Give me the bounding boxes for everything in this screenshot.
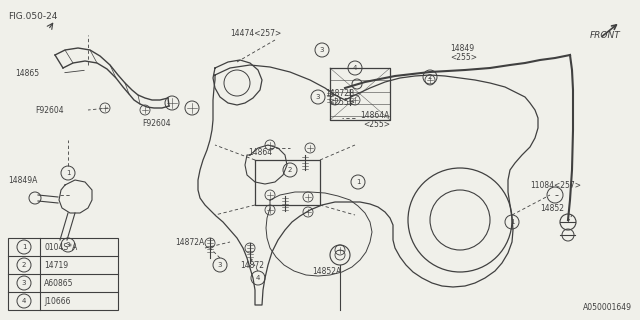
Text: 3: 3 bbox=[66, 242, 70, 248]
Text: 3: 3 bbox=[316, 94, 320, 100]
Text: 11084<257>: 11084<257> bbox=[530, 180, 581, 189]
Text: <255>: <255> bbox=[450, 52, 477, 61]
Text: FIG.050-24: FIG.050-24 bbox=[8, 12, 58, 21]
Text: 14872B: 14872B bbox=[325, 89, 354, 98]
Text: 3: 3 bbox=[320, 47, 324, 53]
Text: 14852A: 14852A bbox=[312, 268, 341, 276]
Text: 14852: 14852 bbox=[540, 204, 564, 212]
Text: 2: 2 bbox=[22, 262, 26, 268]
Text: <255>: <255> bbox=[363, 119, 390, 129]
Text: 14849: 14849 bbox=[450, 44, 474, 52]
Text: 1: 1 bbox=[356, 179, 360, 185]
Text: 14864A: 14864A bbox=[360, 110, 389, 119]
Text: 1: 1 bbox=[66, 170, 70, 176]
Text: <255>: <255> bbox=[328, 98, 355, 107]
Text: FRONT: FRONT bbox=[590, 30, 621, 39]
Text: F92604: F92604 bbox=[142, 118, 171, 127]
Text: F92604: F92604 bbox=[35, 106, 63, 115]
Text: 14872: 14872 bbox=[240, 260, 264, 269]
Text: 2: 2 bbox=[428, 74, 432, 80]
Text: 14872A: 14872A bbox=[175, 237, 204, 246]
Text: 3: 3 bbox=[218, 262, 222, 268]
Text: 4: 4 bbox=[22, 298, 26, 304]
Text: A60865: A60865 bbox=[44, 278, 74, 287]
Text: 2: 2 bbox=[288, 167, 292, 173]
Text: 1: 1 bbox=[509, 219, 515, 225]
Text: 14474<257>: 14474<257> bbox=[230, 28, 281, 37]
Text: 0104S*A: 0104S*A bbox=[44, 243, 77, 252]
Text: 14864: 14864 bbox=[248, 148, 272, 156]
Text: 1: 1 bbox=[22, 244, 26, 250]
Text: J10666: J10666 bbox=[44, 297, 70, 306]
Text: 4: 4 bbox=[353, 65, 357, 71]
Text: 4: 4 bbox=[256, 275, 260, 281]
Bar bbox=[8, 238, 118, 310]
Text: 14719: 14719 bbox=[44, 260, 68, 269]
Text: 14865: 14865 bbox=[15, 68, 39, 77]
Text: 14849A: 14849A bbox=[8, 175, 37, 185]
Text: 3: 3 bbox=[22, 280, 26, 286]
Text: A050001649: A050001649 bbox=[583, 303, 632, 312]
